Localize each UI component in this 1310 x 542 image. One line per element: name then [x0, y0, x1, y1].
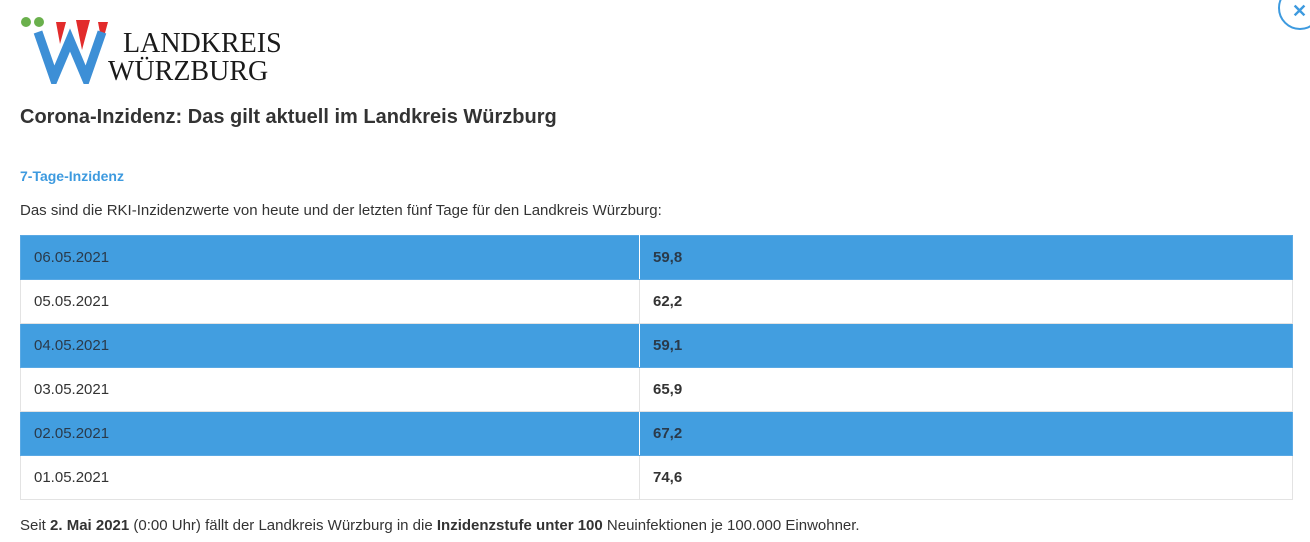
footer-text: Seit 2. Mai 2021 (0:00 Uhr) fällt der La…: [20, 517, 860, 534]
logo-w-shape: [33, 28, 107, 84]
table-row: 02.05.2021 67,2: [20, 411, 1293, 456]
value-cell: 67,2: [639, 411, 1293, 456]
value-cell: 59,1: [639, 323, 1293, 368]
table-row: 01.05.2021 74,6: [20, 455, 1293, 500]
section-title: 7-Tage-Inzidenz: [20, 168, 124, 184]
intro-text: Das sind die RKI-Inzidenzwerte von heute…: [20, 202, 662, 219]
value-cell: 74,6: [639, 455, 1293, 500]
footer-stufe: Inzidenzstufe unter 100: [436, 517, 603, 534]
table-row: 06.05.2021 59,8: [20, 235, 1293, 280]
footer-date: 2. Mai 2021: [50, 517, 130, 534]
close-icon: ✕: [1292, 1, 1308, 21]
date-cell: 01.05.2021: [20, 455, 640, 500]
footer-part2: (0:00 Uhr) fällt der Landkreis Würzburg …: [129, 517, 437, 534]
close-button[interactable]: ✕: [1278, 0, 1310, 30]
date-cell: 02.05.2021: [20, 411, 640, 456]
date-cell: 03.05.2021: [20, 367, 640, 412]
logo-graphic: LANDKREIS WÜRZBURG: [21, 17, 280, 84]
table-row: 03.05.2021 65,9: [20, 367, 1293, 412]
date-cell: 04.05.2021: [20, 323, 640, 368]
logo-text-line1: LANDKREIS: [123, 28, 280, 59]
logo-red-flag-1: [56, 22, 66, 44]
value-cell: 65,9: [639, 367, 1293, 412]
footer-part3: Neuinfektionen je 100.000 Einwohner.: [602, 517, 860, 534]
date-cell: 05.05.2021: [20, 279, 640, 324]
logo-red-flag-2: [76, 20, 90, 50]
date-cell: 06.05.2021: [20, 235, 640, 280]
value-cell: 59,8: [639, 235, 1293, 280]
logo-dot-1: [21, 17, 31, 27]
table-row: 05.05.2021 62,2: [20, 279, 1293, 324]
logo-dot-2: [34, 17, 44, 27]
incidence-table: 06.05.2021 59,8 05.05.2021 62,2 04.05.20…: [20, 235, 1293, 500]
footer-part1: Seit: [20, 517, 51, 534]
logo-text-line2: WÜRZBURG: [108, 56, 268, 84]
table-row: 04.05.2021 59,1: [20, 323, 1293, 368]
page-title: Corona-Inzidenz: Das gilt aktuell im Lan…: [20, 106, 557, 128]
value-cell: 62,2: [639, 279, 1293, 324]
landkreis-wuerzburg-logo[interactable]: LANDKREIS WÜRZBURG: [20, 16, 280, 84]
